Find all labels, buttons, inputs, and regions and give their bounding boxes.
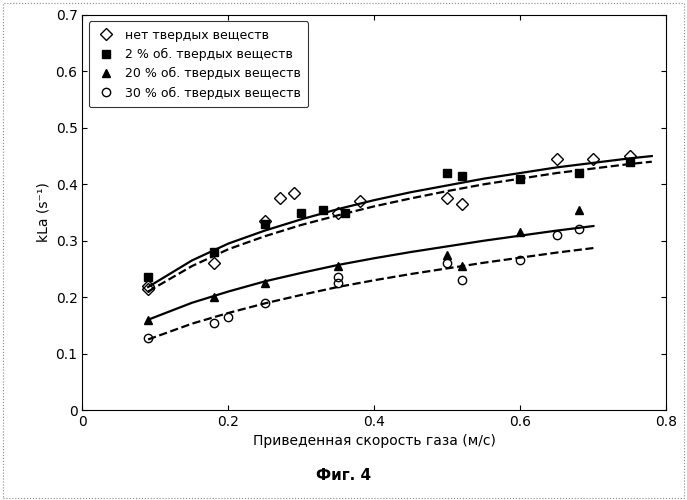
Legend: нет твердых веществ, 2 % об. твердых веществ, 20 % об. твердых веществ, 30 % об.: нет твердых веществ, 2 % об. твердых вещ…: [89, 21, 308, 107]
X-axis label: Приведенная скорость газа (м/с): Приведенная скорость газа (м/с): [253, 434, 496, 448]
Y-axis label: kLa (s⁻¹): kLa (s⁻¹): [36, 182, 50, 242]
Text: Фиг. 4: Фиг. 4: [316, 468, 371, 482]
